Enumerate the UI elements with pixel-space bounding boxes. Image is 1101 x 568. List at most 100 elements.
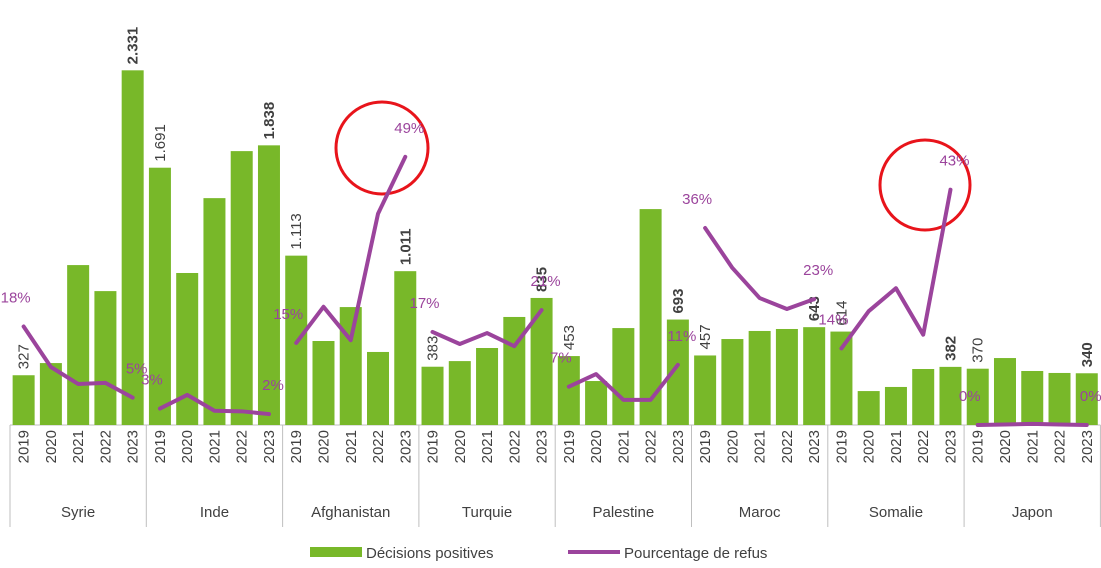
x-tick-label: 2020	[452, 430, 469, 463]
bar	[312, 341, 335, 425]
line-value-label: 3%	[141, 372, 163, 389]
bar	[1021, 370, 1044, 425]
line	[430, 308, 544, 349]
bar	[1075, 373, 1098, 425]
line-value-label: 11%	[667, 328, 696, 345]
line	[839, 187, 953, 351]
bar	[612, 328, 635, 425]
line-value-label: 7%	[550, 350, 572, 367]
bar-value-label: 382	[942, 336, 959, 361]
x-tick-label: 2022	[97, 430, 114, 463]
line-value-label: 18%	[1, 290, 31, 307]
bar	[803, 327, 826, 425]
bar	[530, 297, 553, 425]
bar	[939, 366, 962, 425]
bar	[148, 167, 171, 425]
x-tick-label: 2020	[588, 430, 605, 463]
bar-value-label: 1.838	[261, 102, 278, 140]
bar-value-label: 1.011	[397, 228, 414, 265]
x-tick-label: 2022	[779, 430, 796, 463]
bar-value-label: 453	[561, 325, 578, 350]
bar-value-label: 383	[425, 336, 442, 361]
x-tick-label: 2019	[697, 430, 714, 463]
line-value-label: 0%	[959, 388, 981, 405]
x-tick-label: 2019	[16, 430, 33, 463]
group-label: Afghanistan	[311, 504, 390, 521]
x-tick-label: 2021	[206, 430, 223, 463]
line-value-label: 21%	[531, 273, 561, 290]
bar	[912, 369, 935, 425]
bar-value-label: 457	[697, 324, 714, 349]
bar	[1048, 372, 1071, 425]
bar	[694, 355, 717, 425]
legend-label: Décisions positives	[366, 545, 494, 562]
x-tick-label: 2023	[534, 430, 551, 463]
line-value-label: 0%	[1080, 388, 1101, 405]
bar	[67, 265, 90, 425]
bar	[448, 361, 471, 425]
bar	[12, 375, 35, 425]
bar	[830, 331, 853, 425]
x-tick-label: 2023	[942, 430, 959, 463]
bar-value-label: 370	[970, 338, 987, 363]
bar-value-label: 1.113	[288, 213, 305, 249]
line-value-label: 5%	[126, 361, 148, 378]
x-tick-label: 2019	[561, 430, 578, 463]
bar	[339, 307, 362, 425]
x-tick-label: 2023	[261, 430, 278, 463]
line-value-label: 14%	[818, 311, 848, 328]
x-tick-label: 2020	[315, 430, 332, 463]
x-tick-label: 2021	[343, 430, 360, 463]
line-value-label: 43%	[939, 153, 969, 170]
bar	[476, 348, 499, 425]
bar	[748, 330, 771, 425]
bar	[966, 368, 989, 425]
x-tick-label: 2023	[397, 430, 414, 463]
highlight-circle	[878, 138, 972, 232]
bar	[666, 319, 689, 425]
group-label: Maroc	[739, 504, 781, 521]
bar	[230, 151, 253, 425]
line-value-label: 2%	[262, 377, 284, 394]
group-label: Inde	[200, 504, 229, 521]
x-tick-label: 2019	[152, 430, 169, 463]
bar-value-label: 327	[16, 344, 33, 369]
line-value-label: 17%	[410, 295, 440, 312]
group-label: Somalie	[869, 504, 923, 521]
bar	[257, 145, 280, 425]
bar	[367, 351, 390, 425]
bar	[857, 391, 880, 425]
bar	[39, 363, 62, 425]
bar-value-label: 2.331	[125, 27, 142, 65]
bar	[203, 198, 226, 425]
legend-label: Pourcentage de refus	[624, 545, 767, 562]
x-tick-label: 2023	[1079, 430, 1096, 463]
line-value-label: 15%	[273, 306, 303, 323]
x-tick-label: 2022	[234, 430, 251, 463]
line	[975, 421, 1089, 427]
x-tick-label: 2019	[425, 430, 442, 463]
x-tick-label: 2020	[179, 430, 196, 463]
x-tick-label: 2021	[70, 430, 87, 463]
x-tick-label: 2021	[1024, 430, 1041, 463]
x-tick-label: 2019	[833, 430, 850, 463]
bar	[884, 386, 907, 425]
group-label: Turquie	[462, 504, 512, 521]
x-tick-label: 2020	[997, 430, 1014, 463]
x-tick-label: 2022	[915, 430, 932, 463]
bar	[639, 209, 662, 425]
legend-swatch	[310, 547, 362, 557]
x-tick-label: 2021	[479, 430, 496, 463]
bar-value-label: 835	[534, 267, 551, 292]
x-tick-label: 2022	[1052, 430, 1069, 463]
bar	[421, 366, 444, 425]
line	[21, 324, 135, 400]
x-tick-label: 2023	[125, 430, 142, 463]
line-value-label: 36%	[682, 191, 712, 208]
x-tick-label: 2023	[806, 430, 823, 463]
bar	[993, 358, 1016, 425]
line	[566, 362, 680, 402]
bar	[585, 381, 608, 425]
x-tick-label: 2021	[752, 430, 769, 463]
